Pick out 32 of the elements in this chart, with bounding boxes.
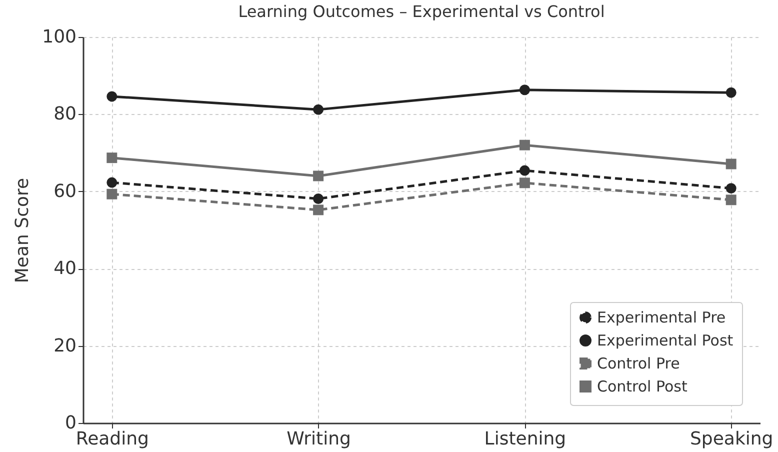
x-tick-label: Reading <box>76 428 149 450</box>
legend-label: Experimental Post <box>597 332 734 350</box>
legend-label: Control Pre <box>597 354 680 372</box>
y-tick-label: 80 <box>54 104 76 125</box>
point <box>519 84 530 96</box>
x-tick-label: Listening <box>484 428 566 450</box>
point <box>726 158 736 170</box>
y-tick-label: 40 <box>54 258 76 280</box>
point <box>106 152 118 164</box>
y-tick-label: 100 <box>42 26 76 48</box>
point <box>726 87 736 98</box>
x-tick-label: Speaking <box>690 428 774 450</box>
y-tick-label: 0 <box>65 412 76 434</box>
legend-label: Control Post <box>597 378 688 396</box>
point <box>313 104 324 115</box>
point <box>313 204 324 216</box>
point <box>726 183 736 194</box>
y-axis-title: Mean Score <box>12 178 34 284</box>
point <box>106 188 118 200</box>
point <box>106 91 118 102</box>
chart-title: Learning Outcomes – Experimental vs Control <box>238 2 605 21</box>
legend-label: Experimental Pre <box>597 308 726 326</box>
point <box>519 165 530 176</box>
point <box>313 194 324 204</box>
point <box>313 170 324 182</box>
point <box>106 177 118 188</box>
point <box>726 194 736 206</box>
y-tick-label: 20 <box>54 335 76 356</box>
y-tick-label: 60 <box>54 180 76 202</box>
point <box>519 178 530 188</box>
x-tick-label: Writing <box>286 428 351 450</box>
point <box>519 140 530 150</box>
